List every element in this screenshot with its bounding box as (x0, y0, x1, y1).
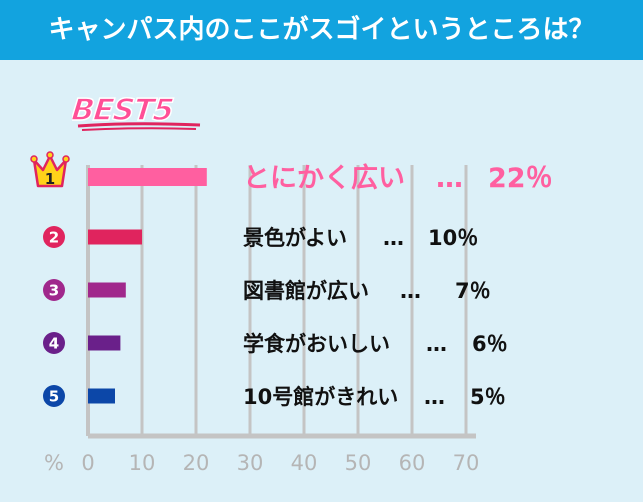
x-tick-label-60: 60 (399, 451, 426, 475)
separator-1: … (436, 163, 463, 194)
x-tick-label-10: 10 (129, 451, 156, 475)
crown-jewel-left (30, 155, 38, 163)
x-tick-label-40: 40 (291, 451, 318, 475)
rank-number-1: 1 (45, 170, 55, 188)
rank-number-3: 3 (49, 282, 59, 300)
separator-2: … (383, 226, 404, 250)
x-tick-label-20: 20 (183, 451, 210, 475)
value-label-2: 10％ (428, 226, 478, 250)
separator-3: … (400, 279, 421, 303)
x-tick-label-50: 50 (345, 451, 372, 475)
x-tick-label-30: 30 (237, 451, 264, 475)
category-label-4: 学食がおいしい (243, 332, 390, 356)
category-label-2: 景色がよい (243, 226, 347, 250)
best5-underline (77, 122, 201, 128)
page-title: キャンパス内のここがスゴイというところは？ (48, 15, 595, 45)
separator-5: … (424, 385, 445, 409)
rank-number-5: 5 (49, 388, 59, 406)
value-label-4: 6％ (472, 332, 508, 356)
header-bar (0, 0, 643, 60)
crown-jewel-center (46, 151, 54, 159)
category-label-5: 10号館がきれい (243, 385, 398, 409)
bar-rank-4 (88, 335, 121, 351)
rank-badge-4 (43, 332, 65, 354)
x-tick-label-0: 0 (81, 451, 94, 475)
separator-4: … (426, 332, 447, 356)
bar-rank-1 (88, 168, 207, 186)
category-label-3: 図書館が広い (243, 279, 369, 303)
value-label-1: 22％ (488, 163, 553, 194)
x-axis-unit-label: % (44, 451, 64, 475)
crown-jewel-right (62, 155, 70, 163)
category-label-1: とにかく広い (243, 162, 405, 194)
bar-rank-5 (88, 388, 115, 404)
rank-badge-5 (43, 385, 65, 407)
rank-badge-3 (43, 279, 65, 301)
bar-rank-3 (88, 282, 126, 298)
rank-number-2: 2 (49, 229, 59, 247)
rank-badge-2 (43, 226, 65, 248)
best5-underline-2 (81, 127, 197, 131)
best5-badge: BEST5 (72, 92, 201, 131)
x-tick-label-70: 70 (453, 451, 480, 475)
value-label-3: 7％ (455, 279, 491, 303)
value-label-5: 5％ (470, 385, 506, 409)
bar-rank-2 (88, 229, 142, 245)
rank-number-4: 4 (49, 335, 59, 353)
